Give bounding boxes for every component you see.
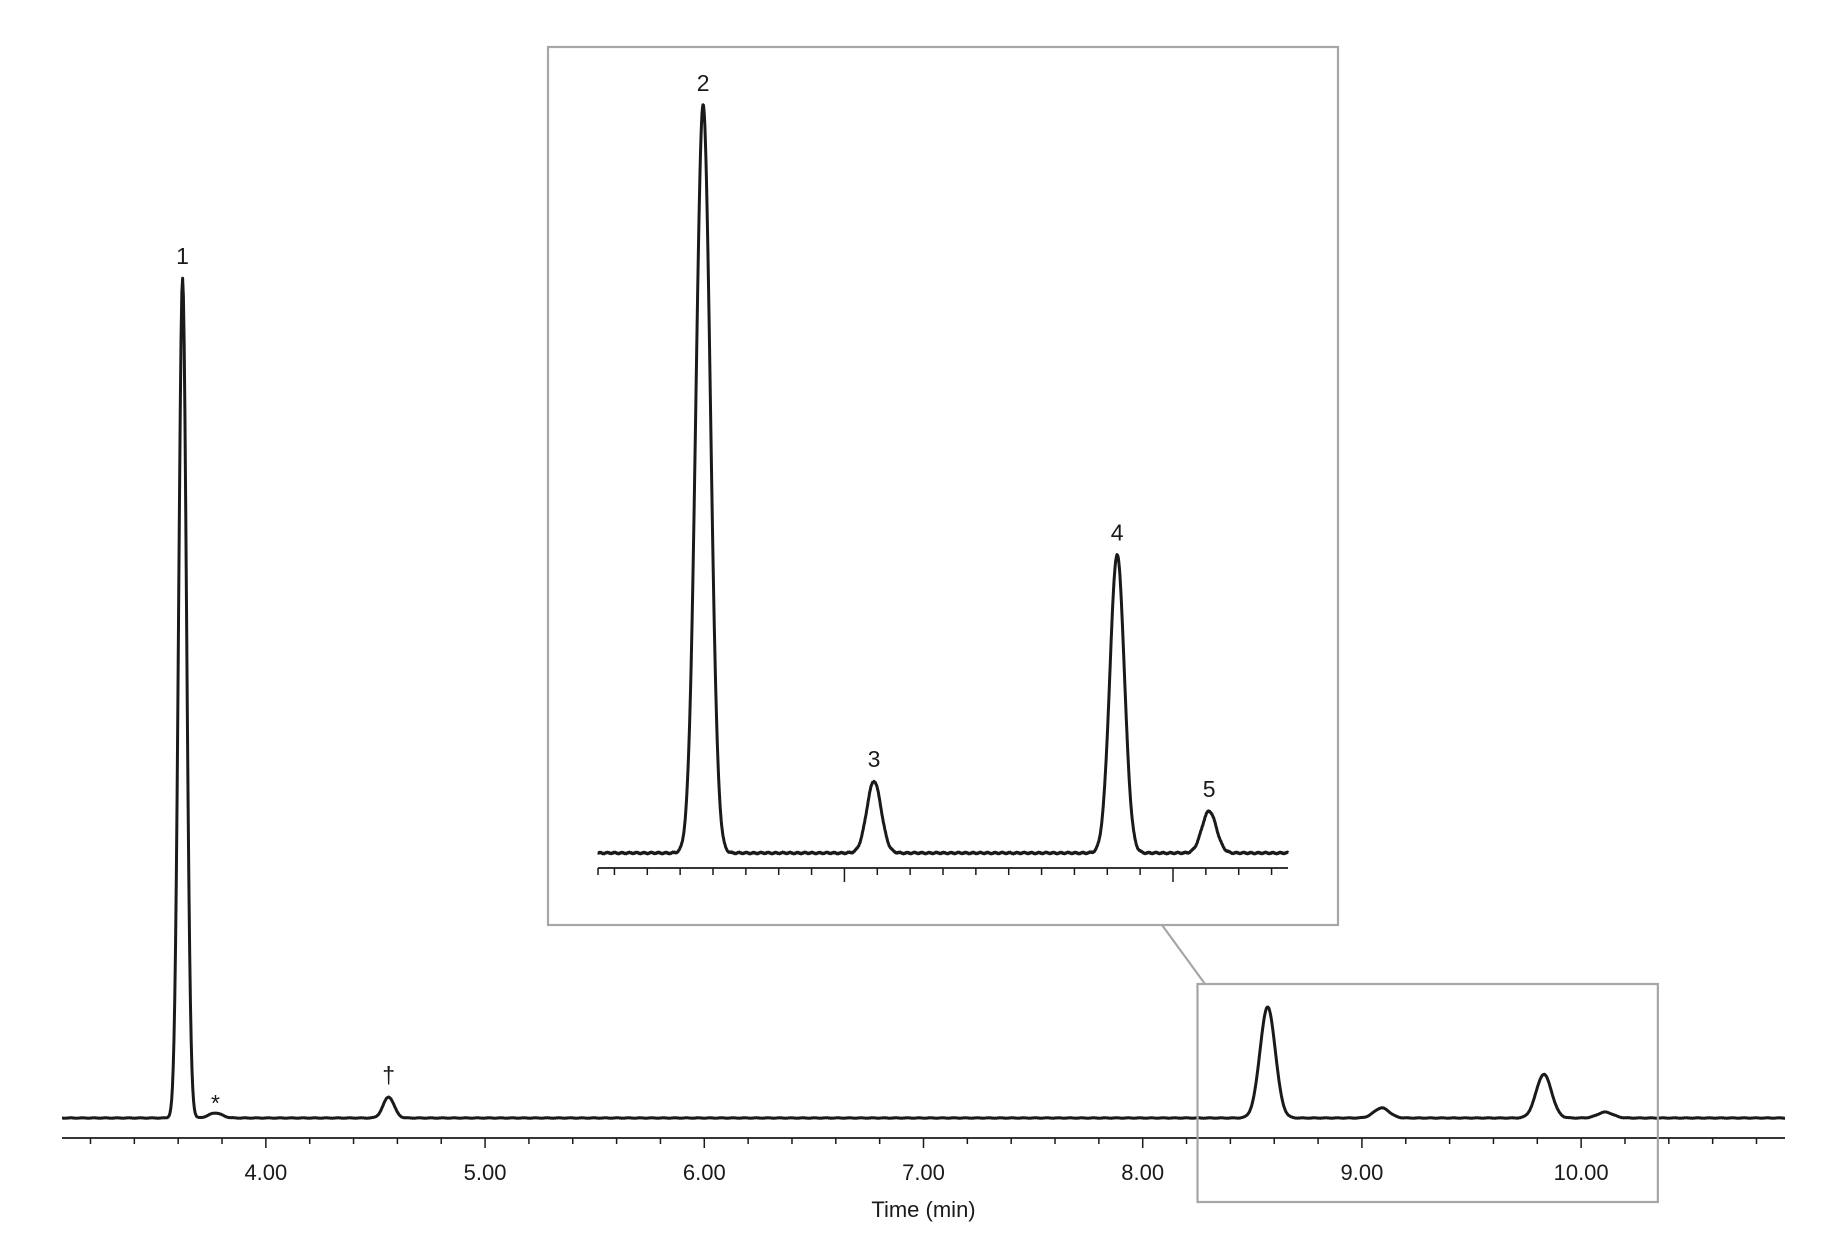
- x-tick-label: 6.00: [683, 1160, 726, 1185]
- x-tick-label: 10.00: [1554, 1160, 1609, 1185]
- x-axis-title: Time (min): [871, 1197, 975, 1222]
- zoom-region-box: [1196, 982, 1659, 1204]
- main-x-ticks: [89, 1138, 1758, 1148]
- peak-label: *: [211, 1090, 220, 1116]
- main-peak-labels: 1 * †: [176, 243, 395, 1116]
- inset-frame: [546, 45, 1340, 927]
- main-chromatogram-trace: [61, 276, 1786, 1120]
- inset-peak-labels: 2 3 4 5: [697, 70, 1216, 802]
- x-tick-label: 9.00: [1341, 1160, 1384, 1185]
- peak-label: 1: [176, 243, 189, 269]
- inset-chromatogram-trace: [596, 103, 1290, 856]
- x-tick-label: 5.00: [464, 1160, 507, 1185]
- inset-x-ticks: [597, 868, 1273, 882]
- inset-peak-label: 3: [868, 746, 881, 772]
- zoom-connector-line: [1161, 924, 1206, 985]
- x-tick-label: 8.00: [1121, 1160, 1164, 1185]
- inset-peak-label: 5: [1203, 776, 1216, 802]
- inset-peak-label: 4: [1111, 520, 1124, 546]
- inset-peak-label: 2: [697, 70, 710, 96]
- main-x-tick-labels: 4.00 5.00 6.00 7.00 8.00 9.00 10.00: [244, 1160, 1608, 1185]
- peak-label: †: [382, 1062, 395, 1088]
- x-tick-label: 4.00: [244, 1160, 287, 1185]
- x-tick-label: 7.00: [902, 1160, 945, 1185]
